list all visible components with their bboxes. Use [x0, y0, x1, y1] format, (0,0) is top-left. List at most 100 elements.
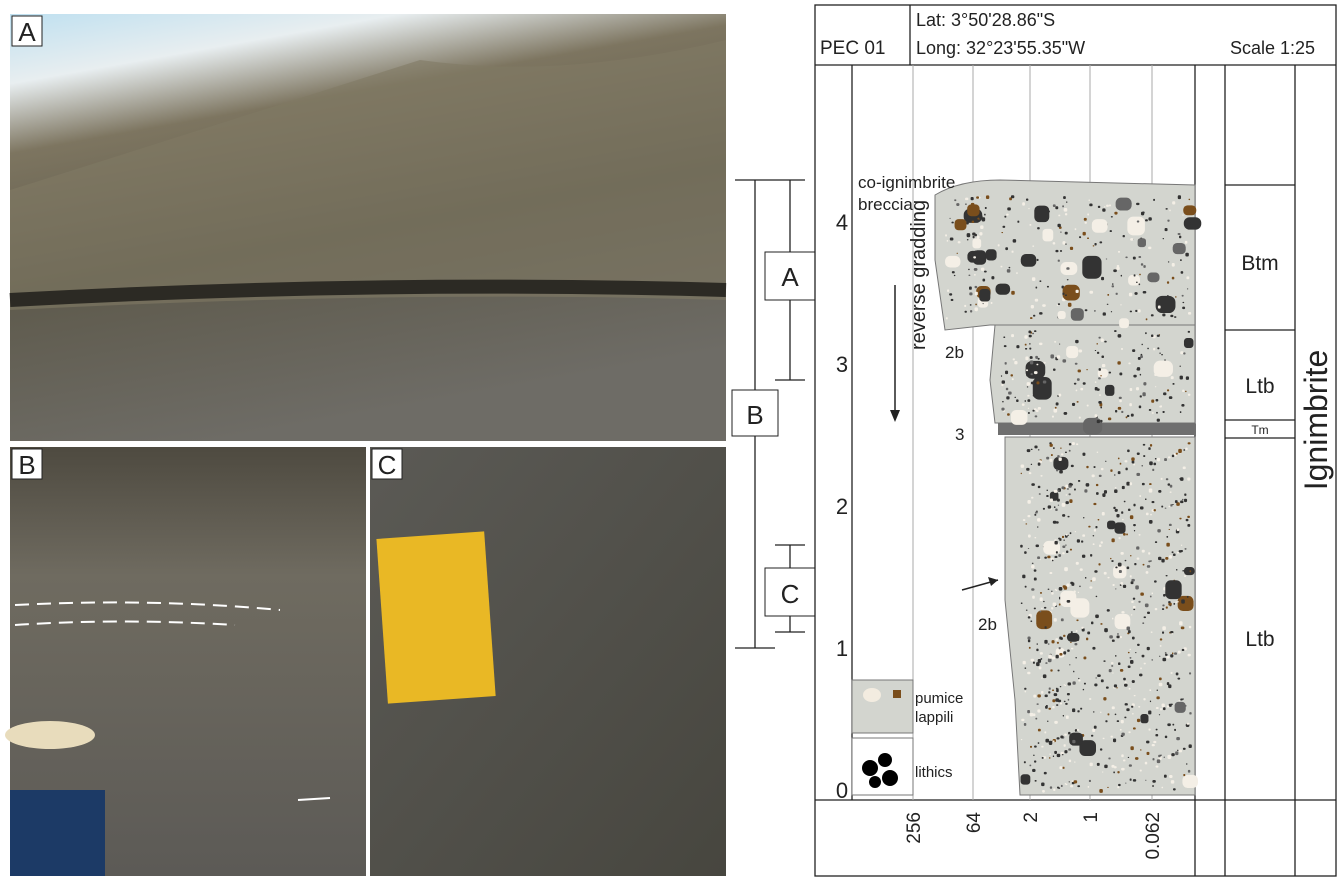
clast [1142, 622, 1144, 624]
clast [1107, 609, 1110, 611]
clast [1021, 602, 1023, 604]
clast [1162, 604, 1164, 606]
clast [1168, 684, 1171, 688]
clast [1156, 707, 1159, 709]
panel-label: A [18, 17, 36, 47]
clast [1052, 657, 1055, 660]
clast [1031, 373, 1033, 375]
hat [5, 721, 95, 749]
clast [1125, 256, 1127, 258]
clast [1162, 704, 1165, 708]
clast [1158, 305, 1161, 308]
clast [1066, 346, 1078, 358]
clast [1175, 296, 1176, 297]
clast [1129, 688, 1131, 690]
clast [1129, 764, 1132, 766]
clast [1115, 410, 1117, 413]
clast [1091, 622, 1093, 625]
clast [1117, 720, 1119, 722]
clast [1047, 286, 1049, 288]
clast [1168, 261, 1169, 262]
clast [1130, 238, 1133, 241]
clast [1118, 471, 1121, 474]
clast [1002, 401, 1004, 402]
clast [949, 293, 952, 295]
clast [1040, 597, 1043, 601]
clast [1180, 698, 1182, 700]
clast [1064, 750, 1067, 753]
clast [1064, 412, 1068, 415]
clast [1169, 506, 1170, 507]
clast [1103, 697, 1106, 700]
clast [1121, 348, 1123, 350]
clast [1086, 638, 1088, 641]
clast [1188, 331, 1190, 333]
clast [1037, 694, 1041, 697]
clast [1155, 541, 1157, 543]
clast [1167, 755, 1171, 759]
clast [1028, 412, 1030, 414]
clast [1175, 601, 1177, 603]
clast [1075, 228, 1077, 230]
clast [965, 204, 966, 205]
clast [1102, 771, 1103, 772]
clast [1033, 315, 1035, 317]
clast [1135, 757, 1139, 760]
clast [1156, 296, 1176, 313]
clast [1065, 294, 1067, 296]
clast [1152, 785, 1154, 786]
clast [1184, 567, 1195, 575]
clast [1055, 407, 1057, 409]
clast [1181, 545, 1182, 546]
clast [1134, 274, 1136, 276]
clast [1149, 728, 1151, 730]
clast [968, 275, 970, 276]
clast [1074, 643, 1077, 645]
clast [1012, 413, 1014, 415]
clast [1128, 630, 1131, 633]
clast [1131, 614, 1132, 615]
clast [1066, 267, 1069, 270]
clast [1063, 602, 1064, 603]
clast [1133, 524, 1136, 526]
clast [1060, 447, 1061, 448]
clast [1032, 245, 1034, 246]
clast [1039, 493, 1041, 495]
clast [1059, 766, 1062, 769]
clast [1188, 394, 1191, 396]
clast [1091, 580, 1092, 581]
clast [1035, 356, 1038, 359]
clast [1038, 407, 1041, 410]
clast [1151, 335, 1153, 337]
clast [1123, 678, 1126, 681]
clast [1184, 575, 1186, 577]
clast [1167, 723, 1171, 726]
clast [1133, 606, 1136, 609]
clast [1097, 452, 1098, 453]
clast [1183, 467, 1186, 470]
clast [1027, 382, 1030, 386]
clast [1007, 207, 1011, 210]
clast [957, 253, 958, 254]
clast [1024, 761, 1026, 763]
clast [1002, 380, 1005, 383]
bracket-label: B [746, 400, 763, 430]
clast [1028, 331, 1031, 334]
clast [1131, 579, 1135, 582]
field-book [376, 531, 495, 703]
clast [1162, 632, 1164, 634]
clast [1182, 570, 1184, 571]
clast [1034, 761, 1036, 763]
clast [1130, 555, 1131, 556]
clast [1130, 575, 1132, 577]
clast [1004, 216, 1006, 218]
clast [1049, 688, 1051, 690]
clast [1101, 356, 1104, 358]
clast [1035, 415, 1038, 417]
clast [1179, 621, 1183, 625]
clast [1154, 373, 1156, 376]
clast [1032, 769, 1035, 772]
clast [1029, 765, 1031, 767]
clast [1048, 589, 1050, 590]
depth-label: 0 [836, 778, 848, 803]
